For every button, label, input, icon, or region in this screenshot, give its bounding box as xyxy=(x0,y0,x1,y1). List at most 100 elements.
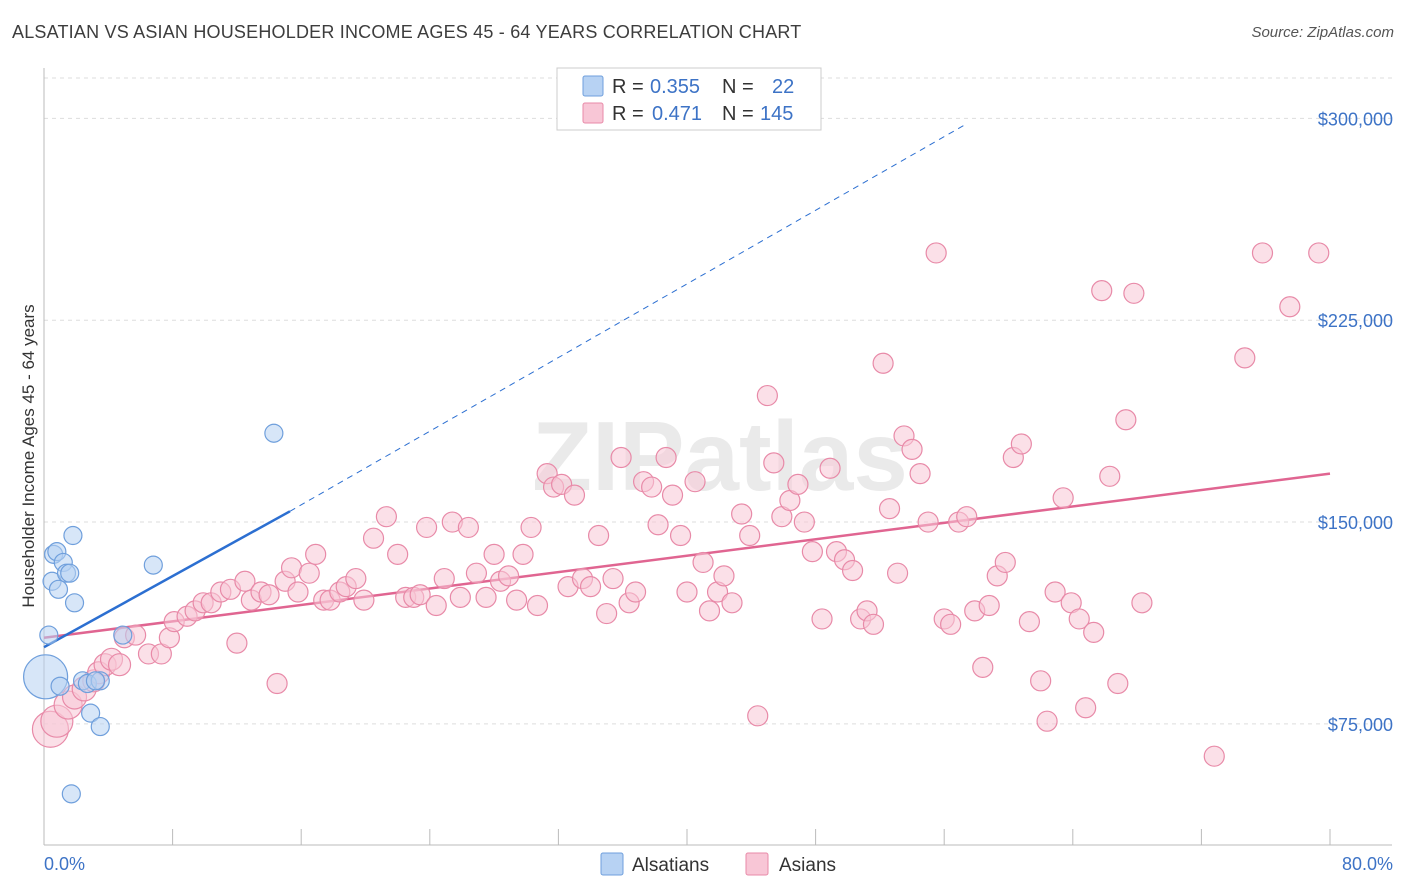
asian-point xyxy=(901,438,923,460)
asian-point xyxy=(862,613,885,635)
asian-point xyxy=(1234,347,1256,369)
asian-point xyxy=(940,613,962,635)
asian-point xyxy=(1068,608,1090,630)
asian-point xyxy=(353,589,375,611)
asian-point xyxy=(1010,433,1032,455)
asian-point xyxy=(234,570,256,592)
asian-point xyxy=(425,594,447,617)
asian-point xyxy=(909,463,931,485)
asian-point xyxy=(457,516,479,539)
asian-point xyxy=(1107,672,1129,695)
alsatian-point xyxy=(48,579,69,599)
asian-point xyxy=(1030,670,1052,692)
asian-point xyxy=(1251,242,1274,264)
asian-point xyxy=(563,484,586,506)
alsatian-point xyxy=(85,671,106,691)
legend-n-value-2: 145 xyxy=(760,103,793,125)
asian-point xyxy=(1044,581,1066,603)
asian-point xyxy=(739,524,761,547)
asian-point xyxy=(266,672,288,695)
bottom-legend-swatch-asians xyxy=(745,852,769,876)
asian-point xyxy=(258,584,280,606)
asian-point xyxy=(483,543,505,565)
asian-point xyxy=(692,551,714,574)
asian-point xyxy=(811,608,833,630)
asian-point xyxy=(878,497,901,520)
asian-point xyxy=(956,506,978,528)
asian-point xyxy=(669,524,692,547)
asian-point xyxy=(465,562,488,584)
legend-r-value-2: 0.471 xyxy=(652,103,702,125)
asian-point xyxy=(1075,697,1097,719)
alsatian-point xyxy=(50,676,70,696)
alsatian-point xyxy=(61,784,81,804)
alsatian-point xyxy=(90,716,110,737)
asian-point xyxy=(641,476,663,498)
asian-point xyxy=(449,586,471,609)
asian-point xyxy=(362,527,385,549)
asian-point xyxy=(676,581,698,603)
bottom-legend-swatch-alsatians xyxy=(600,852,624,876)
asian-point xyxy=(978,594,1000,617)
alsatian-point xyxy=(81,703,101,723)
asian-point xyxy=(713,565,735,587)
asian-point xyxy=(763,452,785,474)
asian-point xyxy=(107,653,132,677)
asian-point xyxy=(497,565,520,587)
watermark: ZIPatlas xyxy=(532,401,908,511)
asian-point xyxy=(655,446,677,469)
asian-point xyxy=(587,524,610,547)
asian-point xyxy=(684,471,706,493)
y-tick-label: $75,000 xyxy=(1328,715,1393,735)
alsatian-point xyxy=(113,625,133,645)
asian-point xyxy=(1018,611,1040,633)
asian-point xyxy=(756,384,778,407)
y-axis-title: Householder Income Ages 45 - 64 years xyxy=(19,304,38,607)
asian-point xyxy=(579,576,602,598)
alsatian-point xyxy=(39,625,59,645)
asian-point xyxy=(305,543,327,565)
alsatian-point xyxy=(64,593,85,613)
asian-point xyxy=(433,567,455,590)
asian-point xyxy=(819,457,841,479)
asian-point xyxy=(925,242,947,264)
legend-r-label-1: R = xyxy=(612,76,644,98)
legend-n-label-2: N = xyxy=(722,103,754,125)
asian-point xyxy=(841,559,864,582)
asian-point xyxy=(1083,621,1105,643)
asian-point xyxy=(647,514,669,536)
legend-swatch-alsatians xyxy=(582,75,604,97)
asian-point xyxy=(506,589,528,611)
asian-point xyxy=(972,656,994,678)
asian-point xyxy=(721,592,743,614)
asian-point xyxy=(409,584,431,606)
legend-n-value-1: 22 xyxy=(772,76,794,98)
asian-point xyxy=(994,551,1016,574)
legend-swatch-asians xyxy=(582,102,604,124)
asian-point xyxy=(917,511,939,533)
x-tick-labels: 0.0% 80.0% xyxy=(44,854,1393,874)
asian-trend-line xyxy=(43,472,1331,640)
y-tick-label: $150,000 xyxy=(1318,513,1393,533)
asian-point xyxy=(475,586,497,609)
alsatian-point xyxy=(63,525,83,546)
y-tick-label: $225,000 xyxy=(1318,311,1393,331)
asian-point xyxy=(520,516,542,539)
source-label: Source: ZipAtlas.com xyxy=(1251,24,1394,41)
asian-point xyxy=(1091,280,1113,302)
legend-r-value-1: 0.355 xyxy=(650,76,700,98)
asian-point xyxy=(1203,745,1225,767)
asian-point xyxy=(793,511,815,533)
asian-point xyxy=(415,516,438,539)
asian-point xyxy=(596,602,618,625)
x-tick-label-max: 80.0% xyxy=(1342,854,1393,874)
asian-point xyxy=(1115,409,1137,431)
asian-point xyxy=(1308,242,1330,264)
asian-point xyxy=(387,543,409,565)
alsatian-point xyxy=(264,423,284,443)
asian-point xyxy=(624,581,647,603)
bottom-legend-alsatians: Alsatians xyxy=(632,855,709,876)
asian-point xyxy=(1036,710,1058,732)
asian-point xyxy=(610,446,632,469)
alsatian-trend-extension xyxy=(289,123,967,512)
